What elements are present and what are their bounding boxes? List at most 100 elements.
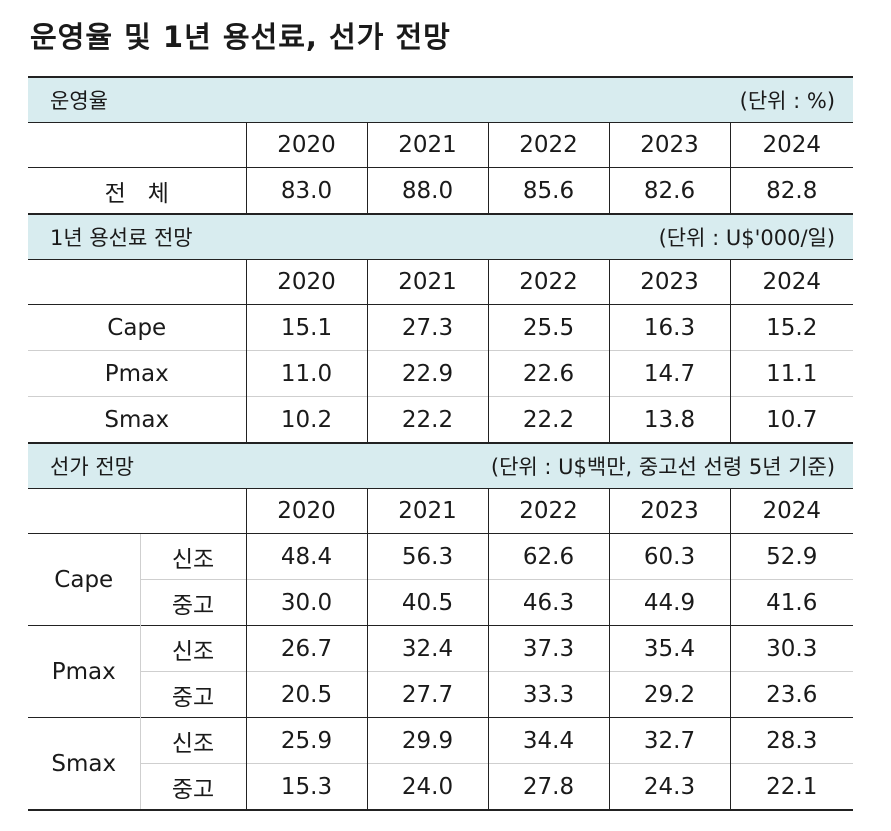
value-cell: 27.7 [367,671,489,718]
table-row: 중고 20.5 27.7 33.3 29.2 23.6 [28,671,854,718]
unit-label: (단위 : U$백만, 중고선 선령 5년 기준) [246,442,854,489]
value-cell: 10.7 [730,396,854,443]
section-header-charter: 1년 용선료 전망 (단위 : U$'000/일) [28,213,854,260]
value-cell: 22.2 [367,396,489,443]
year-header-row: 2020 2021 2022 2023 2024 [28,259,854,305]
table-row: Cape 신조 48.4 56.3 62.6 60.3 52.9 [28,533,853,626]
sub-label: 신조 [140,533,247,580]
value-cell: 11.0 [246,350,368,397]
year-cell: 2022 [488,259,610,305]
value-cell: 30.0 [246,579,368,626]
section-title: 선가 전망 [28,442,246,489]
value-cell: 26.7 [246,625,368,672]
value-cell: 37.3 [488,625,610,672]
section-header-utilization: 운영율 (단위 : %) [28,76,854,123]
section-title: 1년 용선료 전망 [28,213,367,260]
table-row: 전 체 83.0 88.0 85.6 82.6 82.8 [28,167,853,214]
year-cell: 2023 [609,259,731,305]
sub-label: 중고 [140,763,247,811]
group-label: Smax [28,717,141,811]
year-cell: 2021 [367,488,489,534]
year-header-row: 2020 2021 2022 2023 2024 [28,122,854,168]
value-cell: 10.2 [246,396,368,443]
value-cell: 11.1 [730,350,854,397]
section-header-price: 선가 전망 (단위 : U$백만, 중고선 선령 5년 기준) [28,442,854,489]
year-cell: 2024 [730,488,854,534]
sub-label: 중고 [140,579,247,626]
value-cell: 15.1 [246,304,368,351]
year-cell: 2022 [488,488,610,534]
value-cell: 48.4 [246,533,368,580]
value-cell: 15.3 [246,763,368,811]
value-cell: 16.3 [609,304,731,351]
year-cell: 2024 [730,259,854,305]
table-row: Cape 15.1 27.3 25.5 16.3 15.2 [28,304,853,351]
value-cell: 85.6 [488,167,610,214]
table-row: Smax 신조 25.9 29.9 34.4 32.7 28.3 [28,717,854,811]
table-row: 중고 15.3 24.0 27.8 24.3 22.1 [28,763,854,811]
year-cell: 2021 [367,122,489,168]
value-cell: 56.3 [367,533,489,580]
row-label: Pmax [28,350,247,397]
value-cell: 20.5 [246,671,368,718]
value-cell: 29.9 [367,717,489,764]
value-cell: 15.2 [766,314,818,341]
year-cell: 2022 [488,122,610,168]
value-cell: 27.3 [367,304,489,351]
value-cell: 34.4 [488,717,610,764]
value-cell: 22.9 [367,350,489,397]
page-title: 운영율 및 1년 용선료, 선가 전망 [30,20,451,54]
value-cell: 62.6 [488,533,610,580]
value-cell: 22.2 [488,396,610,443]
year-header-row: 2020 2021 2022 2023 2024 [28,488,854,534]
value-cell: 25.9 [246,717,368,764]
value-cell: 52.9 [766,543,818,570]
value-cell: 40.5 [367,579,489,626]
unit-label: (단위 : U$'000/일) [367,213,854,260]
value-cell: 13.8 [609,396,731,443]
table-row: Pmax 신조 26.7 32.4 37.3 35.4 30.3 [28,625,854,718]
row-label: 전 체 [28,167,247,214]
table-row: Pmax 11.0 22.9 22.6 14.7 11.1 [28,350,854,397]
sub-label: 신조 [140,625,247,672]
value-cell: 22.6 [488,350,610,397]
section-title: 운영율 [28,76,367,123]
unit-label: (단위 : %) [367,76,854,123]
year-cell: 2023 [609,122,731,168]
forecast-table: 운영율 (단위 : %) 2020 2021 2022 2023 2024 전 … [28,76,854,811]
value-cell: 30.3 [730,625,854,672]
year-cell: 2020 [246,488,368,534]
year-cell: 2021 [367,259,489,305]
value-cell: 27.8 [488,763,610,811]
table-row: Smax 10.2 22.2 22.2 13.8 10.7 [28,396,854,443]
value-cell: 35.4 [609,625,731,672]
value-cell: 44.9 [609,579,731,626]
year-cell: 2023 [609,488,731,534]
value-cell: 14.7 [609,350,731,397]
year-cell: 2020 [246,259,368,305]
group-label: Pmax [28,625,141,718]
year-cell: 2024 [730,122,854,168]
value-cell: 41.6 [730,579,854,626]
value-cell: 25.5 [488,304,610,351]
value-cell: 24.0 [367,763,489,811]
sub-label: 신조 [140,717,247,764]
value-cell: 32.4 [367,625,489,672]
value-cell: 29.2 [609,671,731,718]
value-cell: 82.8 [766,177,818,204]
row-label: Cape [28,304,247,351]
row-label: Smax [28,396,247,443]
value-cell: 24.3 [609,763,731,811]
value-cell: 83.0 [246,167,368,214]
value-cell: 88.0 [367,167,489,214]
value-cell: 22.1 [730,763,854,811]
value-cell: 23.6 [730,671,854,718]
table-row: 중고 30.0 40.5 46.3 44.9 41.6 [28,579,854,626]
year-cell: 2020 [246,122,368,168]
value-cell: 33.3 [488,671,610,718]
value-cell: 82.6 [609,167,731,214]
value-cell: 46.3 [488,579,610,626]
value-cell: 32.7 [609,717,731,764]
value-cell: 28.3 [730,717,854,764]
value-cell: 60.3 [609,533,731,580]
